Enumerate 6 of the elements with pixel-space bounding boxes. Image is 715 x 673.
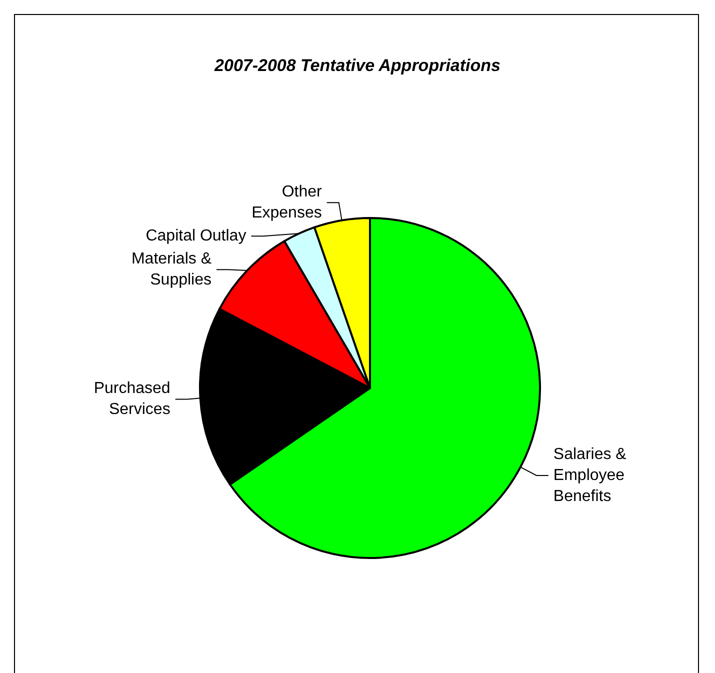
slice-label: Salaries & Employee Benefits — [553, 446, 627, 505]
slice-label: Materials & Supplies — [131, 250, 212, 289]
slice-label: Purchased Services — [94, 380, 170, 418]
slice-label: Other Expenses — [252, 184, 323, 222]
slice-label: Capital Outlay — [146, 228, 246, 245]
chart-title: 2007-2008 Tentative Appropriations — [214, 56, 500, 75]
